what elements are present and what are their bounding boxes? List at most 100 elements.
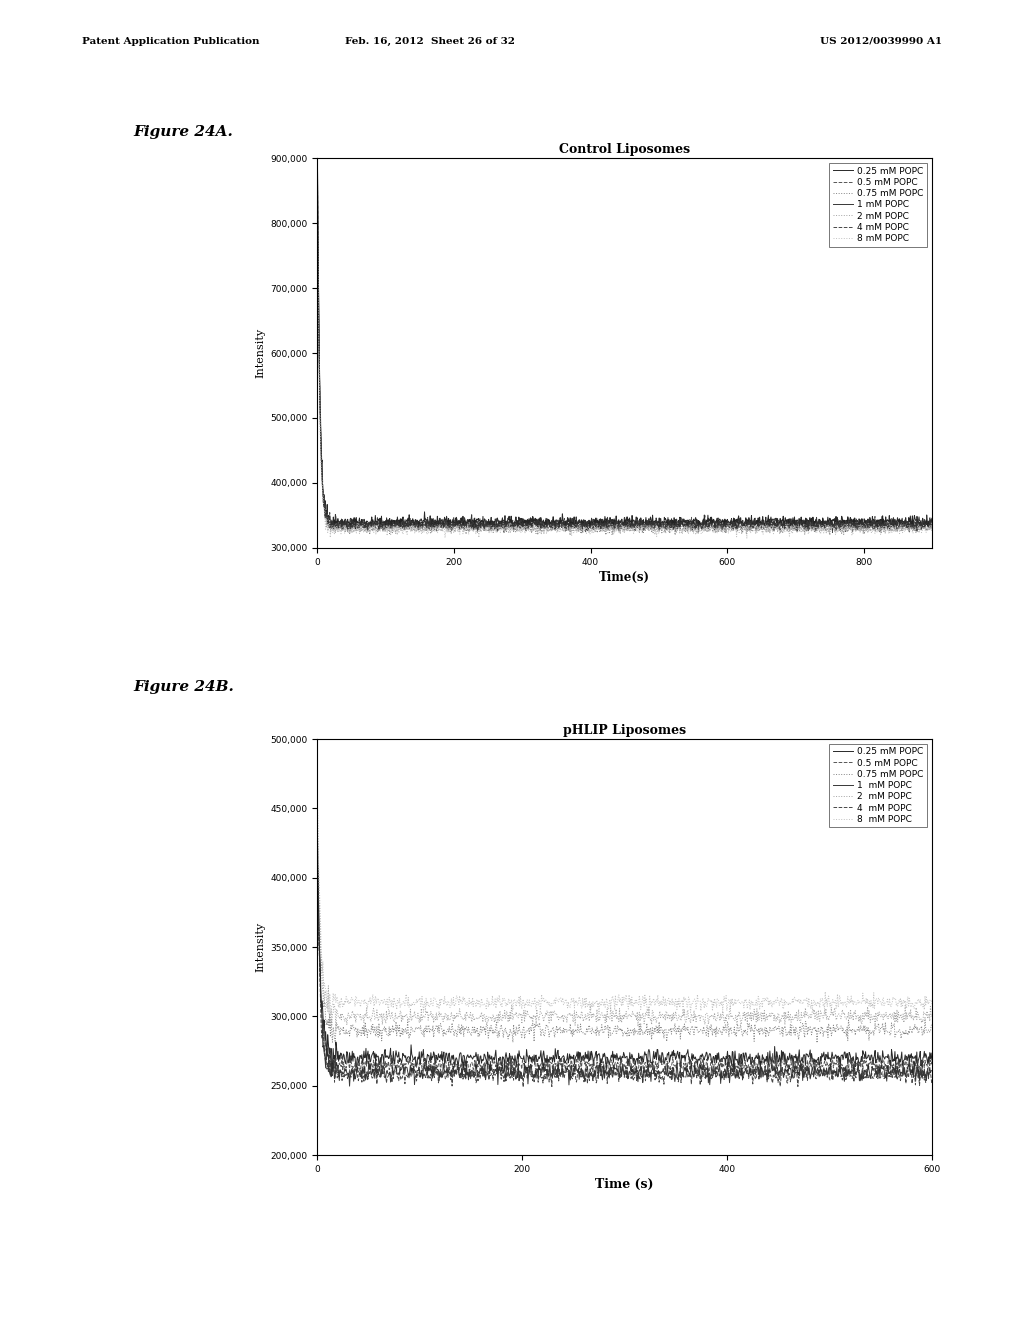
0.25 mM POPC [519, 512, 531, 528]
Y-axis label: Intensity: Intensity [255, 329, 265, 378]
Line: 1 mM POPC: 1 mM POPC [317, 158, 932, 532]
0.75 mM POPC [579, 520, 591, 536]
1 mM POPC [647, 520, 659, 536]
0.5 mM POPC [843, 1067, 855, 1082]
0.5 mM POPC [311, 168, 324, 183]
Line: 0.5 mM POPC: 0.5 mM POPC [317, 176, 932, 532]
Line: 2 mM POPC: 2 mM POPC [317, 197, 932, 533]
8  mM POPC [843, 994, 855, 1010]
0.75 mM POPC [311, 189, 324, 205]
2  mM POPC [330, 1023, 342, 1039]
0.75 mM POPC [393, 520, 406, 536]
0.25 mM POPC [579, 512, 591, 528]
0.25 mM POPC [472, 1047, 484, 1063]
2  mM POPC [472, 1011, 484, 1027]
0.25 mM POPC [311, 150, 324, 166]
4 mM POPC [647, 516, 659, 532]
Line: 0.25 mM POPC: 0.25 mM POPC [317, 158, 932, 531]
0.75 mM POPC [564, 528, 577, 544]
1 mM POPC [393, 517, 406, 533]
1 mM POPC [311, 150, 324, 166]
1 mM POPC [873, 524, 886, 540]
0.5 mM POPC [518, 519, 530, 535]
8 mM POPC [415, 521, 427, 537]
Legend: 0.25 mM POPC, 0.5 mM POPC, 0.75 mM POPC, 1  mM POPC, 2  mM POPC, 4  mM POPC, 8  : 0.25 mM POPC, 0.5 mM POPC, 0.75 mM POPC,… [829, 743, 928, 828]
0.5 mM POPC [720, 524, 732, 540]
Text: Feb. 16, 2012  Sheet 26 of 32: Feb. 16, 2012 Sheet 26 of 32 [345, 37, 515, 46]
0.5 mM POPC [471, 1056, 483, 1072]
1  mM POPC [926, 1063, 938, 1078]
8 mM POPC [634, 517, 646, 533]
8  mM POPC [926, 995, 938, 1011]
4 mM POPC [926, 516, 938, 532]
0.75 mM POPC [774, 1026, 786, 1041]
4  mM POPC [517, 1078, 529, 1094]
2  mM POPC [574, 1011, 587, 1027]
8 mM POPC [740, 531, 753, 546]
8  mM POPC [325, 1007, 337, 1023]
0.5 mM POPC [378, 1061, 390, 1077]
1 mM POPC [578, 519, 590, 535]
Line: 0.5 mM POPC: 0.5 mM POPC [317, 850, 932, 1080]
0.25 mM POPC [574, 1047, 587, 1063]
0.5 mM POPC [311, 842, 324, 858]
0.25 mM POPC [415, 511, 427, 527]
0.5 mM POPC [415, 517, 427, 533]
0.25 mM POPC [379, 1041, 391, 1057]
8  mM POPC [750, 997, 762, 1012]
1  mM POPC [311, 855, 324, 871]
4 mM POPC [415, 517, 427, 533]
Line: 4  mM POPC: 4 mM POPC [317, 859, 932, 1086]
Text: Figure 24A.: Figure 24A. [133, 125, 232, 140]
2 mM POPC [518, 521, 530, 537]
2 mM POPC [415, 520, 427, 536]
0.5 mM POPC [775, 1053, 787, 1069]
2 mM POPC [634, 521, 646, 537]
8 mM POPC [518, 516, 530, 532]
2  mM POPC [843, 1005, 855, 1020]
X-axis label: Time(s): Time(s) [599, 570, 650, 583]
0.25 mM POPC [926, 1052, 938, 1068]
X-axis label: Time (s): Time (s) [595, 1177, 654, 1191]
4  mM POPC [378, 1069, 390, 1085]
4 mM POPC [518, 519, 530, 535]
Text: US 2012/0039990 A1: US 2012/0039990 A1 [820, 37, 942, 46]
2 mM POPC [311, 189, 324, 205]
4 mM POPC [826, 524, 839, 540]
2 mM POPC [926, 521, 938, 537]
8 mM POPC [926, 520, 938, 536]
4  mM POPC [311, 851, 324, 867]
2  mM POPC [750, 1006, 762, 1022]
1 mM POPC [926, 512, 938, 528]
0.25 mM POPC [635, 510, 647, 525]
8  mM POPC [574, 997, 587, 1012]
Title: pHLIP Liposomes: pHLIP Liposomes [563, 723, 686, 737]
4 mM POPC [578, 512, 590, 528]
8  mM POPC [311, 797, 324, 813]
8  mM POPC [379, 994, 391, 1010]
0.75 mM POPC [749, 1016, 761, 1032]
Text: Figure 24B.: Figure 24B. [133, 680, 233, 694]
8 mM POPC [393, 525, 406, 541]
Line: 0.75 mM POPC: 0.75 mM POPC [317, 197, 932, 536]
0.75 mM POPC [926, 523, 938, 539]
1 mM POPC [415, 517, 427, 533]
4  mM POPC [926, 1076, 938, 1092]
0.5 mM POPC [750, 1063, 762, 1078]
2  mM POPC [926, 1008, 938, 1024]
0.75 mM POPC [926, 1018, 938, 1034]
4  mM POPC [843, 1063, 855, 1078]
8 mM POPC [311, 197, 324, 213]
0.75 mM POPC [573, 1023, 586, 1039]
Legend: 0.25 mM POPC, 0.5 mM POPC, 0.75 mM POPC, 1 mM POPC, 2 mM POPC, 4 mM POPC, 8 mM P: 0.25 mM POPC, 0.5 mM POPC, 0.75 mM POPC,… [829, 162, 928, 247]
2 mM POPC [578, 521, 590, 537]
0.25 mM POPC [326, 1068, 338, 1084]
0.25 mM POPC [445, 523, 458, 539]
0.25 mM POPC [647, 513, 659, 529]
4  mM POPC [775, 1072, 787, 1088]
0.25 mM POPC [843, 1052, 855, 1068]
Line: 1  mM POPC: 1 mM POPC [317, 863, 932, 1086]
8 mM POPC [578, 519, 590, 535]
Line: 8 mM POPC: 8 mM POPC [317, 205, 932, 539]
0.5 mM POPC [393, 513, 406, 529]
